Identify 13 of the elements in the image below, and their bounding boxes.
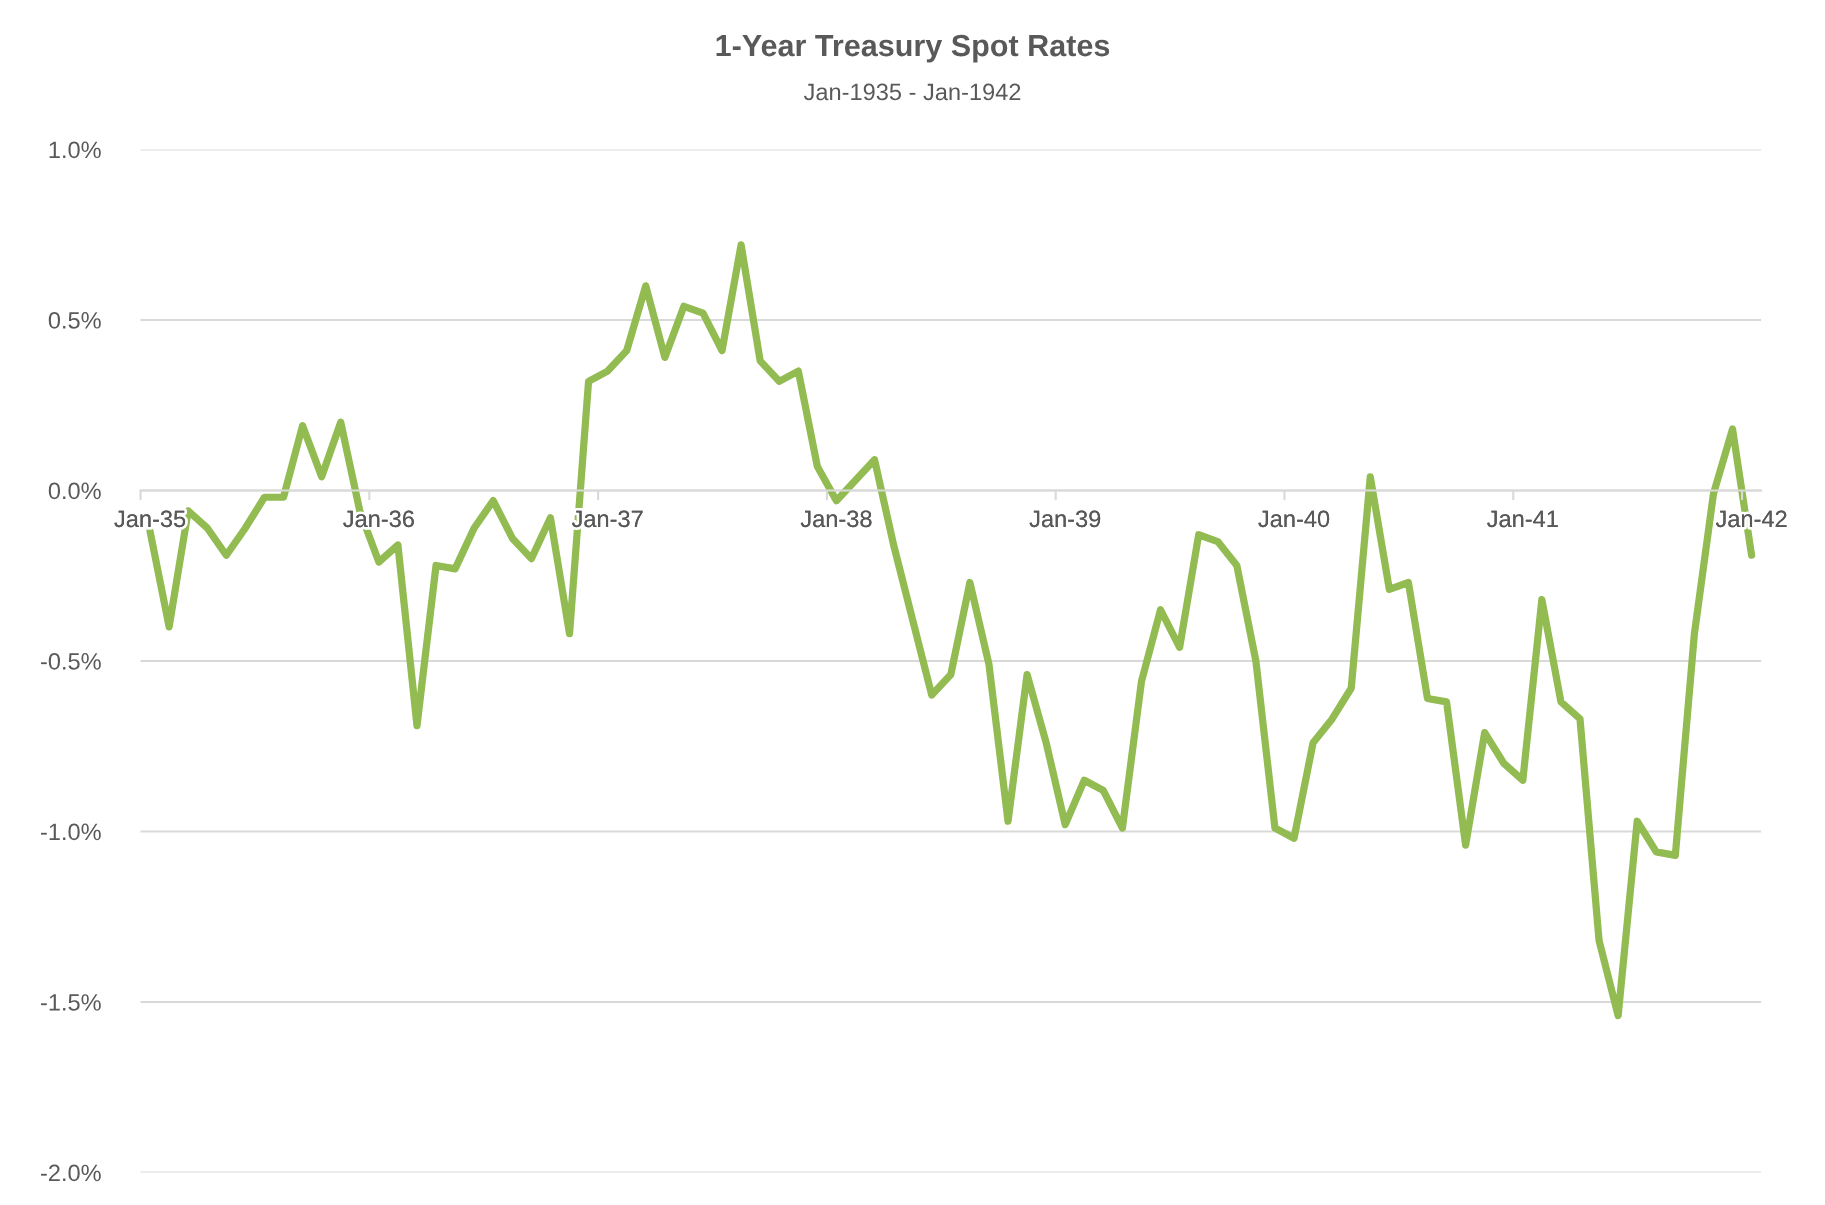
x-tick-label: Jan-38 [800,510,872,528]
y-tick-label: -2.0% [41,1164,101,1182]
y-tick-label: 0.5% [48,312,101,329]
x-tick-label: Jan-41 [1487,510,1558,528]
x-tick-label: Jan-40 [1258,510,1330,528]
y-tick-label: -1.5% [41,994,101,1011]
y-tick-label: 0.0% [48,482,101,500]
chart-title: 1-Year Treasury Spot Rates [716,34,1110,63]
x-tick-label: Jan-39 [1029,510,1101,528]
chart-subtitle: Jan-1935 - Jan-1942 [803,83,1021,101]
y-tick-label: -0.5% [41,653,101,670]
y-tick-label: 1.0% [49,141,101,159]
y-tick-label: -1.0% [41,823,101,841]
